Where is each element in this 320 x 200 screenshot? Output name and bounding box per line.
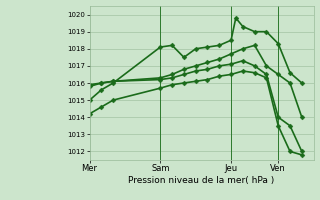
- X-axis label: Pression niveau de la mer( hPa ): Pression niveau de la mer( hPa ): [128, 176, 275, 185]
